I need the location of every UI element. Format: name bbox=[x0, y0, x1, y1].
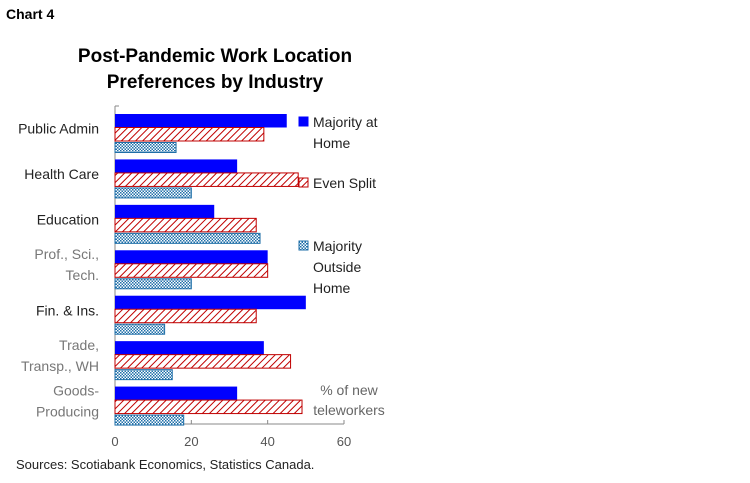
bar bbox=[115, 250, 268, 264]
bar bbox=[114, 142, 177, 153]
x-tick-label: 40 bbox=[260, 434, 274, 449]
category-label: Producing bbox=[36, 403, 99, 419]
legend-label: Majority bbox=[313, 238, 362, 254]
category-label: Fin. & Ins. bbox=[36, 302, 99, 318]
chart-number-label: Chart 4 bbox=[6, 6, 55, 22]
chart-title-line-1: Post-Pandemic Work Location bbox=[77, 46, 353, 67]
source-note: Sources: Scotiabank Economics, Statistic… bbox=[16, 457, 315, 472]
legend-swatch bbox=[298, 177, 309, 188]
legend-label: Majority at bbox=[313, 114, 378, 130]
chart-title-line-2: Preferences by Industry bbox=[106, 72, 324, 93]
legend-label: Home bbox=[313, 280, 351, 296]
bar bbox=[114, 323, 166, 335]
bar-chart: 0 20 40 60 Public Admin Health Care Education P… bbox=[18, 105, 385, 449]
bar bbox=[114, 399, 303, 415]
category-label: Education bbox=[37, 212, 99, 228]
legend: Majority at Home Even Split Majority Outside… bbox=[298, 114, 385, 418]
category-label: Trade, bbox=[59, 337, 99, 353]
bar bbox=[114, 278, 192, 290]
bar bbox=[114, 414, 185, 426]
bar bbox=[114, 217, 257, 233]
category-label: Public Admin bbox=[18, 121, 99, 137]
units-label: % of new bbox=[320, 382, 378, 398]
category-label: Goods- bbox=[53, 382, 99, 398]
units-label: teleworkers bbox=[313, 402, 385, 418]
legend-label: Outside bbox=[313, 259, 361, 275]
bar bbox=[114, 127, 265, 142]
bar bbox=[115, 159, 238, 173]
bar bbox=[114, 232, 261, 244]
category-label: Health Care bbox=[24, 166, 99, 182]
x-tick-label: 60 bbox=[337, 434, 351, 449]
bar bbox=[114, 187, 192, 199]
bar bbox=[115, 114, 287, 128]
bar bbox=[115, 386, 238, 401]
bar bbox=[114, 369, 173, 381]
bar bbox=[114, 354, 292, 369]
x-tick-label: 0 bbox=[111, 434, 118, 449]
bar bbox=[115, 204, 215, 219]
bar bbox=[114, 308, 257, 324]
bar bbox=[114, 172, 299, 187]
bar bbox=[114, 263, 269, 278]
chart-title: Post-Pandemic Work Location Preferences … bbox=[20, 44, 410, 96]
legend-label: Home bbox=[313, 135, 351, 151]
category-label: Prof., Sci., bbox=[34, 246, 99, 262]
legend-swatch bbox=[298, 240, 309, 251]
category-label: Tech. bbox=[66, 267, 99, 283]
legend-label: Even Split bbox=[313, 175, 376, 191]
x-tick-label: 20 bbox=[184, 434, 198, 449]
bar bbox=[115, 295, 306, 310]
category-label: Transp., WH bbox=[21, 358, 99, 374]
legend-swatch bbox=[298, 116, 309, 127]
bar bbox=[115, 341, 264, 355]
